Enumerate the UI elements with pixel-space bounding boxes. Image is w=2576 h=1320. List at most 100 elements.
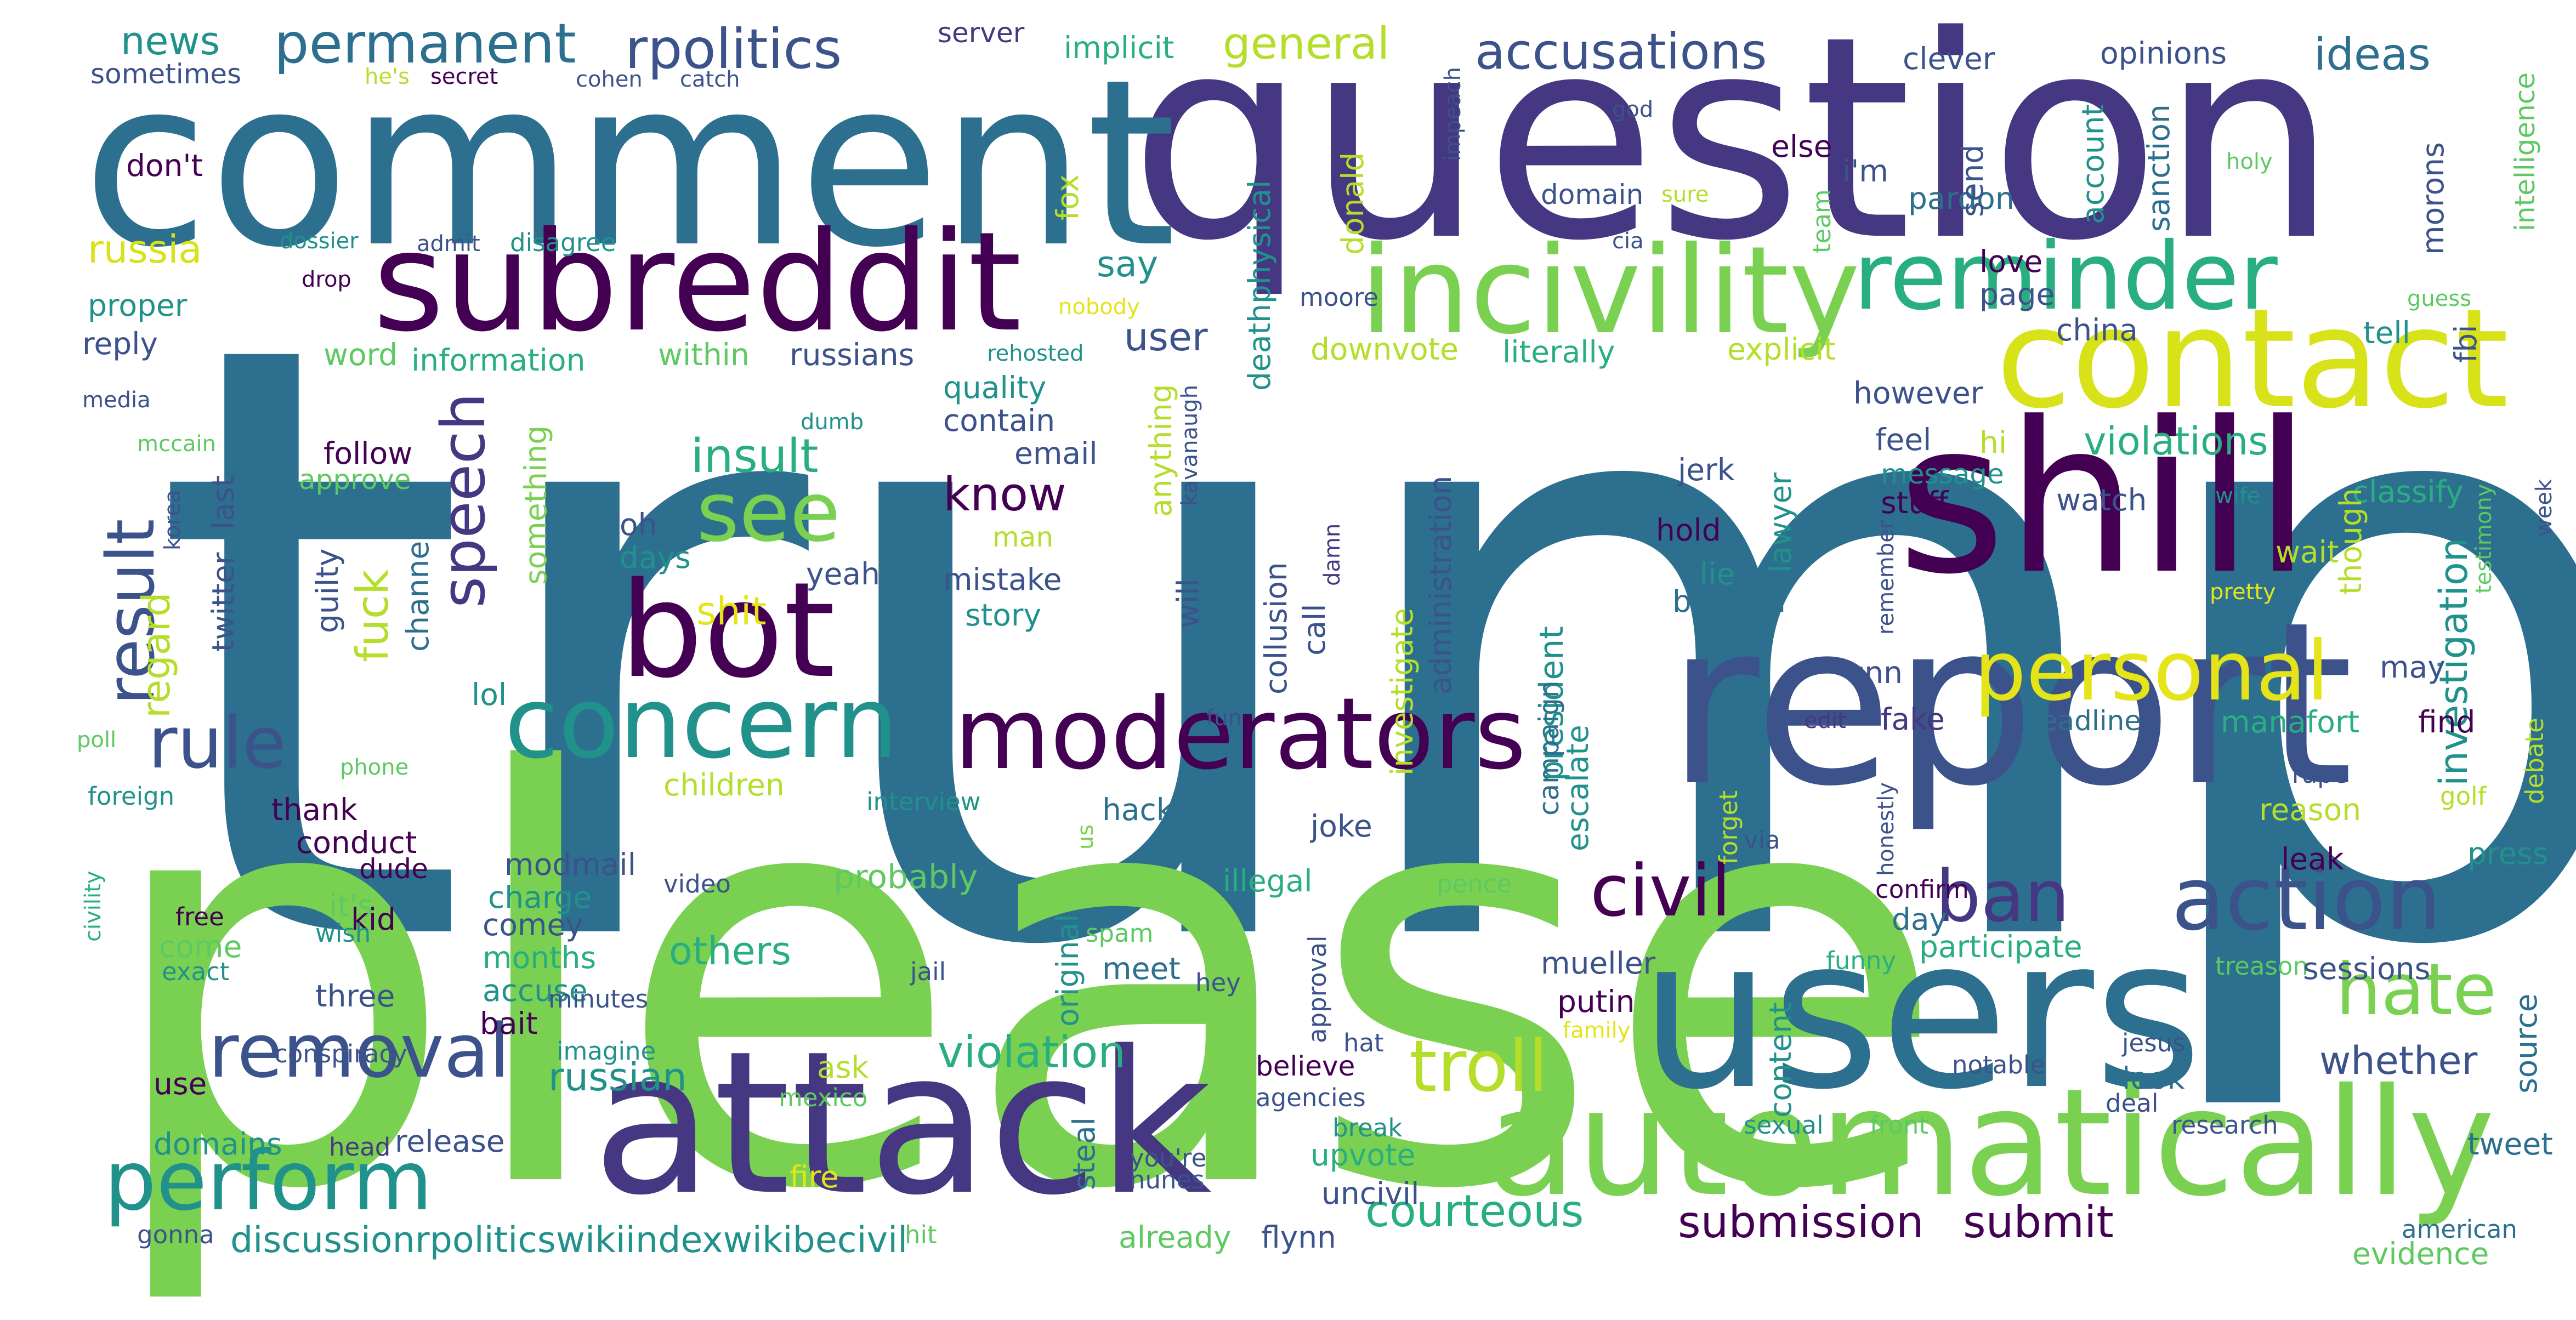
word-remember: remember	[1874, 520, 1899, 635]
word-days: days	[620, 540, 691, 575]
word-charge: charge	[488, 880, 592, 915]
word-information: information	[411, 343, 586, 378]
word-oh: oh	[620, 507, 657, 542]
word-please: please	[99, 655, 1950, 1312]
word-word: word	[324, 337, 398, 372]
word-bot: bot	[620, 554, 836, 707]
word-ban: ban	[1936, 855, 2070, 938]
word-secret: secret	[430, 64, 498, 89]
word-research: research	[2171, 1111, 2278, 1140]
word-hi: hi	[1979, 425, 2007, 460]
word-hate: hate	[2336, 948, 2497, 1031]
word-collusion: collusion	[1258, 562, 1293, 695]
word-korea: korea	[160, 490, 185, 550]
word-dumb: dumb	[801, 409, 864, 435]
word-come: come	[159, 929, 242, 964]
word-catch: catch	[680, 67, 740, 92]
word-courteous: courteous	[1365, 1186, 1584, 1237]
word-know: know	[943, 468, 1066, 522]
word-drop: drop	[302, 267, 351, 292]
word-modmail: modmail	[504, 847, 636, 882]
word-approval: approval	[1303, 935, 1332, 1044]
word-general: general	[1223, 18, 1390, 69]
word-foreign: foreign	[88, 782, 175, 811]
word-shill: shill	[1897, 377, 2312, 620]
word-reply: reply	[82, 326, 158, 361]
word-rule: rule	[148, 701, 286, 784]
word-hold: hold	[1656, 513, 1721, 548]
word-yeah: yeah	[806, 556, 880, 591]
word-action: action	[2171, 847, 2442, 950]
word-admit: admit	[417, 231, 480, 257]
word-spam: spam	[1086, 919, 1154, 948]
word-kavanaugh: kavanaugh	[1177, 385, 1202, 507]
word-fuck: fuck	[347, 570, 398, 663]
word-dossier: dossier	[280, 229, 359, 254]
word-user: user	[1124, 315, 1208, 360]
word-tweet: tweet	[2467, 1126, 2553, 1162]
word-call: call	[1297, 604, 1332, 656]
word-manafort: manafort	[2221, 704, 2360, 739]
word-forget: forget	[1714, 790, 1743, 865]
word-watch: watch	[2056, 482, 2147, 517]
word-concern: concern	[504, 666, 898, 781]
word-approve: approve	[299, 464, 411, 496]
word-lol: lol	[472, 677, 507, 712]
word-russians: russians	[790, 337, 915, 372]
word-gonna: gonna	[137, 1220, 214, 1249]
word-subreddit: subreddit	[373, 202, 1022, 362]
word-domains: domains	[154, 1126, 282, 1162]
word-poll: poll	[77, 727, 117, 753]
word-content: content	[1763, 1002, 1798, 1118]
word-proper: proper	[88, 288, 188, 323]
word-message: message	[1881, 458, 2004, 490]
word-explicit: explicit	[1727, 332, 1836, 367]
word-break: break	[1332, 1113, 1403, 1142]
word-contain: contain	[943, 403, 1056, 438]
word-email: email	[1014, 436, 1098, 471]
word-head: head	[329, 1133, 391, 1162]
word-believe: believe	[1256, 1050, 1355, 1082]
word-rape: rape	[2292, 760, 2348, 789]
word-something: something	[518, 425, 553, 585]
word-cohen: cohen	[576, 67, 643, 92]
word-video: video	[663, 869, 731, 898]
word-trump: trump	[148, 168, 2576, 1125]
word-confirm: confirm	[1875, 875, 1969, 904]
word-donald: donald	[1335, 152, 1370, 255]
word-conduct: conduct	[296, 825, 417, 860]
word-hit: hit	[905, 1220, 937, 1249]
word-impeach: impeach	[1440, 66, 1466, 161]
word-lawyer: lawyer	[1763, 472, 1798, 573]
word-discussionrpoliticswikiindexwikibecivil: discussionrpoliticswikiindexwikibecivil	[230, 1220, 908, 1261]
word-comey: comey	[483, 907, 583, 942]
word-accuse: accuse	[483, 973, 588, 1008]
word-putin: putin	[1557, 984, 1635, 1019]
word-say: say	[1097, 244, 1159, 285]
word-fbi: fbi	[2448, 325, 2483, 363]
word-press: press	[2467, 836, 2549, 871]
word-original: original	[1050, 914, 1085, 1027]
word-anything: anything	[1143, 384, 1178, 517]
word-rehosted: rehosted	[987, 341, 1084, 366]
word-sanction: sanction	[2141, 104, 2176, 232]
word-escalate: escalate	[1560, 724, 1595, 851]
word-bannon: bannon	[1672, 584, 1786, 619]
word-already: already	[1119, 1220, 1232, 1255]
word-fun: fun	[1206, 705, 1242, 731]
word-news: news	[121, 19, 220, 64]
word-notable: notable	[1952, 1050, 2046, 1079]
word-investigate: investigate	[1385, 608, 1420, 776]
word-children: children	[663, 767, 785, 803]
word-hey: hey	[1195, 968, 1241, 997]
word-find: find	[2418, 704, 2476, 739]
word-upvote: upvote	[1310, 1137, 1416, 1173]
word-permanent: permanent	[274, 12, 576, 76]
word-twitter: twitter	[206, 552, 241, 652]
word-love: love	[1979, 244, 2043, 279]
word-uncivil: uncivil	[1321, 1176, 1420, 1211]
word-moore: moore	[1300, 283, 1379, 312]
word-quality: quality	[943, 370, 1047, 405]
word-reminder: reminder	[1853, 223, 2278, 331]
